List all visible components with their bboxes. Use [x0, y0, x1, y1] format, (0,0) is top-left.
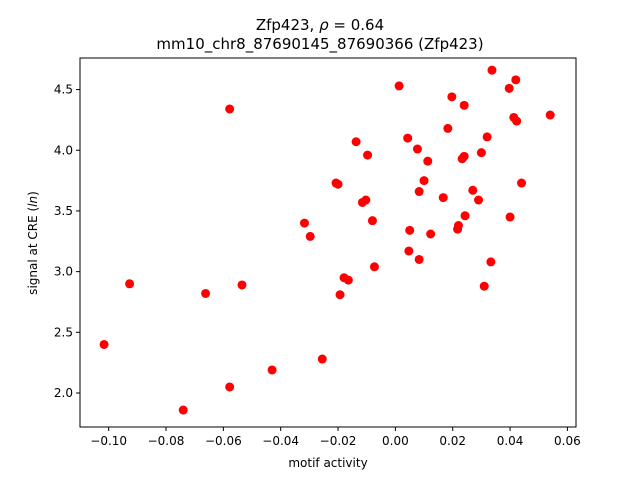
plot-area-frame [79, 57, 577, 428]
data-point [351, 137, 361, 147]
x-tick-label: 0.02 [439, 434, 466, 448]
data-point [482, 132, 492, 142]
axis-ticks: −0.10 −0.08 −0.06 −0.04 −0.02 0.00 0.02 0.04 0.0… [54, 83, 581, 448]
data-point [419, 176, 429, 186]
data-point [405, 225, 415, 235]
data-point [299, 218, 309, 228]
x-tick-label: 0.04 [497, 434, 524, 448]
data-point [225, 104, 235, 114]
data-point [305, 231, 315, 241]
data-point [426, 229, 436, 239]
data-point [333, 179, 343, 189]
data-point [474, 195, 484, 205]
data-point [412, 144, 422, 154]
data-point [225, 382, 235, 392]
data-point [343, 275, 353, 285]
y-tick-label: 4.0 [54, 143, 73, 157]
data-point [486, 257, 496, 267]
data-point [363, 150, 373, 160]
data-points [99, 65, 555, 415]
data-point [505, 212, 515, 222]
chart-title-line1: Zfp423, ρ = 0.64 [256, 16, 384, 34]
data-point [403, 133, 413, 143]
x-tick-label: −0.10 [90, 434, 127, 448]
data-point [423, 156, 433, 166]
data-point [394, 81, 404, 91]
data-point [178, 405, 188, 415]
data-point [414, 254, 424, 264]
data-point [468, 185, 478, 195]
data-point [545, 110, 555, 120]
data-point [511, 75, 521, 85]
y-tick-label: 3.0 [54, 265, 73, 279]
data-point [459, 151, 469, 161]
chart-title-line2: mm10_chr8_87690145_87690366 (Zfp423) [156, 35, 483, 54]
x-tick-label: 0.06 [554, 434, 581, 448]
y-tick-label: 2.0 [54, 386, 73, 400]
y-tick-label: 4.5 [54, 83, 73, 97]
data-point [453, 221, 463, 231]
x-tick-label: −0.04 [262, 434, 299, 448]
data-point [487, 65, 497, 75]
data-point [414, 187, 424, 197]
data-point [317, 354, 327, 364]
data-point [99, 339, 109, 349]
data-point [267, 365, 277, 375]
data-point [361, 195, 371, 205]
x-tick-label: −0.06 [205, 434, 242, 448]
y-axis-label: signal at CRE (ln) [26, 191, 40, 295]
data-point [460, 211, 470, 221]
data-point [404, 246, 414, 256]
data-point [369, 262, 379, 272]
data-point [443, 123, 453, 133]
data-point [125, 279, 135, 289]
data-point [335, 290, 345, 300]
data-point [459, 100, 469, 110]
x-tick-label: −0.02 [320, 434, 357, 448]
x-axis-label: motif activity [288, 456, 367, 470]
data-point [447, 92, 457, 102]
data-point [517, 178, 527, 188]
x-tick-label: −0.08 [148, 434, 185, 448]
y-tick-label: 3.5 [54, 204, 73, 218]
data-point [438, 193, 448, 203]
y-tick-label: 2.5 [54, 325, 73, 339]
data-point [201, 288, 211, 298]
data-point [504, 83, 514, 93]
data-point [512, 116, 522, 126]
data-point [367, 216, 377, 226]
x-tick-label: 0.00 [382, 434, 409, 448]
data-point [479, 281, 489, 291]
data-point [476, 148, 486, 158]
data-point [237, 280, 247, 290]
